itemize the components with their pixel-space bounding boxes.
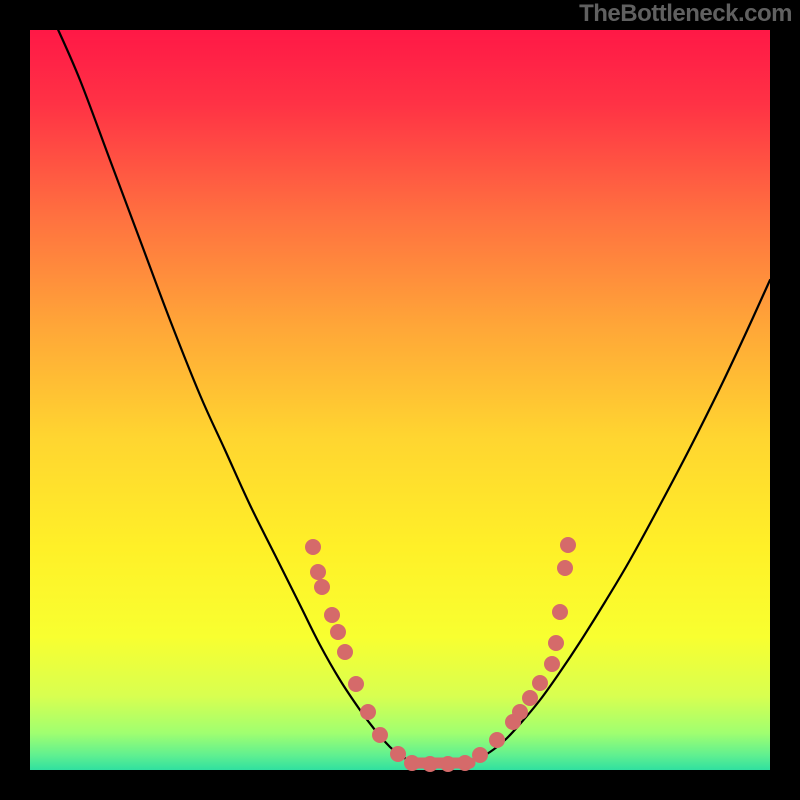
chart-svg <box>0 0 800 800</box>
chart-container: TheBottleneck.com <box>0 0 800 800</box>
watermark-text: TheBottleneck.com <box>579 0 792 28</box>
